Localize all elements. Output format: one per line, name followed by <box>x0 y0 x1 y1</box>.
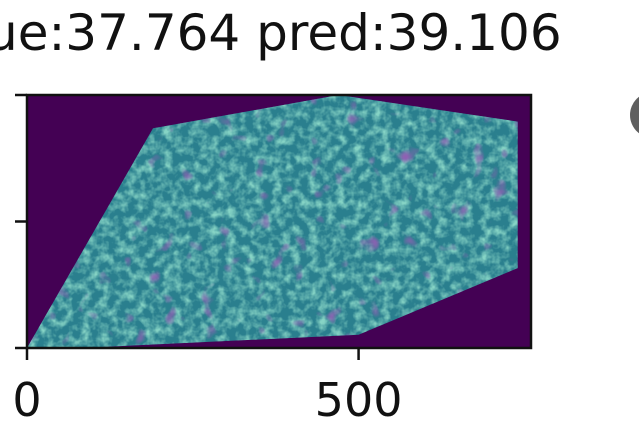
x-tick-label: 500 <box>315 373 403 427</box>
circle-button-icon[interactable] <box>630 92 639 138</box>
x-tick-label: 0 <box>12 373 41 427</box>
field-region <box>27 95 518 348</box>
x-axis: 0 500 <box>12 348 402 427</box>
chart-title: ue:37.764 pred:39.106 <box>0 4 562 62</box>
y-axis <box>15 93 27 350</box>
